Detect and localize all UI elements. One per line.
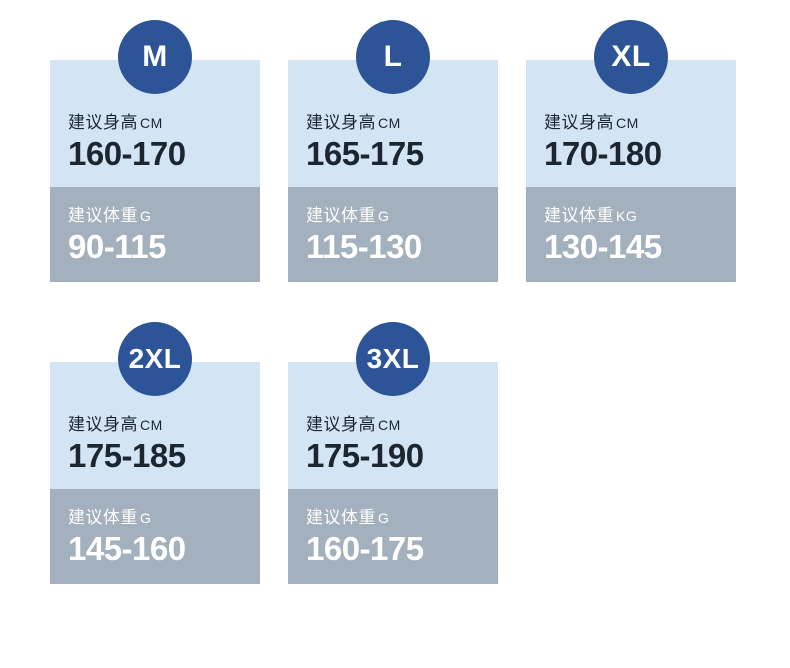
height-value: 175-185 bbox=[68, 437, 242, 475]
weight-value: 90-115 bbox=[68, 228, 242, 266]
size-card: M 建议身高CM 160-170 建议体重G 90-115 bbox=[50, 20, 260, 282]
weight-section: 建议体重G 90-115 bbox=[50, 187, 260, 282]
height-value: 165-175 bbox=[306, 135, 480, 173]
weight-section: 建议体重G 145-160 bbox=[50, 489, 260, 584]
size-card: 3XL 建议身高CM 175-190 建议体重G 160-175 bbox=[288, 322, 498, 584]
size-badge: XL bbox=[594, 20, 668, 94]
weight-value: 145-160 bbox=[68, 530, 242, 568]
height-unit: CM bbox=[378, 417, 401, 433]
weight-value: 115-130 bbox=[306, 228, 480, 266]
size-badge: 2XL bbox=[118, 322, 192, 396]
height-label-text: 建议身高 bbox=[306, 113, 376, 132]
weight-label-text: 建议体重 bbox=[68, 508, 138, 527]
weight-unit: G bbox=[140, 208, 151, 224]
weight-section: 建议体重G 160-175 bbox=[288, 489, 498, 584]
weight-section: 建议体重G 115-130 bbox=[288, 187, 498, 282]
weight-value: 160-175 bbox=[306, 530, 480, 568]
weight-label: 建议体重G bbox=[68, 201, 242, 226]
height-value: 170-180 bbox=[544, 135, 718, 173]
height-value: 175-190 bbox=[306, 437, 480, 475]
weight-value: 130-145 bbox=[544, 228, 718, 266]
weight-section: 建议体重KG 130-145 bbox=[526, 187, 736, 282]
size-badge: L bbox=[356, 20, 430, 94]
height-unit: CM bbox=[616, 115, 639, 131]
weight-label-text: 建议体重 bbox=[306, 508, 376, 527]
weight-label-text: 建议体重 bbox=[68, 206, 138, 225]
weight-unit: G bbox=[378, 510, 389, 526]
size-card: XL 建议身高CM 170-180 建议体重KG 130-145 bbox=[526, 20, 736, 282]
height-label: 建议身高CM bbox=[544, 108, 718, 133]
size-card: 2XL 建议身高CM 175-185 建议体重G 145-160 bbox=[50, 322, 260, 584]
height-label-text: 建议身高 bbox=[306, 415, 376, 434]
weight-label-text: 建议体重 bbox=[544, 206, 614, 225]
size-badge: M bbox=[118, 20, 192, 94]
weight-unit: G bbox=[378, 208, 389, 224]
height-label: 建议身高CM bbox=[68, 108, 242, 133]
height-unit: CM bbox=[140, 115, 163, 131]
size-chart-grid: M 建议身高CM 160-170 建议体重G 90-115 L 建议身高CM 1… bbox=[50, 20, 740, 584]
weight-unit: G bbox=[140, 510, 151, 526]
height-label: 建议身高CM bbox=[68, 410, 242, 435]
height-label-text: 建议身高 bbox=[68, 415, 138, 434]
weight-label: 建议体重G bbox=[306, 201, 480, 226]
height-unit: CM bbox=[140, 417, 163, 433]
size-badge: 3XL bbox=[356, 322, 430, 396]
height-label-text: 建议身高 bbox=[68, 113, 138, 132]
height-value: 160-170 bbox=[68, 135, 242, 173]
weight-label-text: 建议体重 bbox=[306, 206, 376, 225]
weight-label: 建议体重KG bbox=[544, 201, 718, 226]
height-label: 建议身高CM bbox=[306, 410, 480, 435]
size-card: L 建议身高CM 165-175 建议体重G 115-130 bbox=[288, 20, 498, 282]
weight-label: 建议体重G bbox=[68, 503, 242, 528]
height-unit: CM bbox=[378, 115, 401, 131]
height-label: 建议身高CM bbox=[306, 108, 480, 133]
weight-unit: KG bbox=[616, 208, 637, 224]
height-label-text: 建议身高 bbox=[544, 113, 614, 132]
weight-label: 建议体重G bbox=[306, 503, 480, 528]
